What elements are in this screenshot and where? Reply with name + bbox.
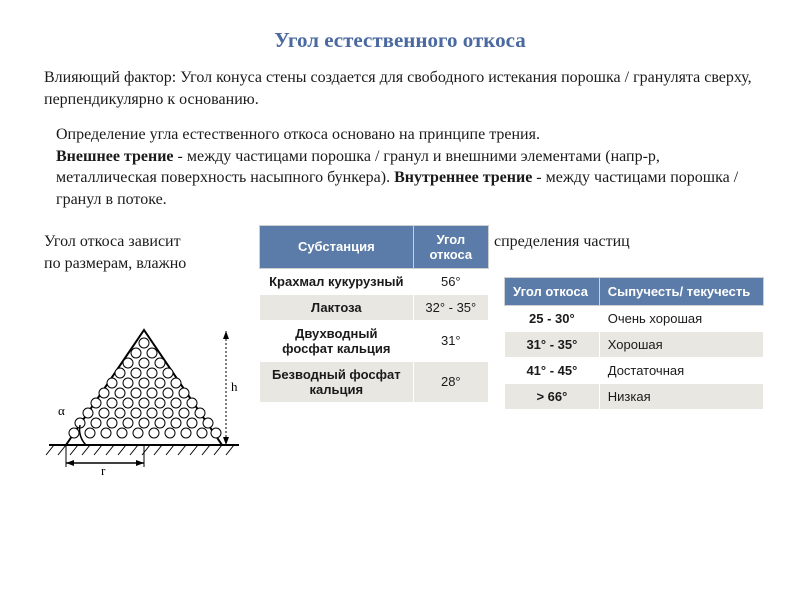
partial-text-line2: по размерам, влажно: [44, 253, 186, 275]
text-int-friction-label: Внутреннее трение: [394, 169, 532, 186]
flow-angle-cell: 31° - 35°: [505, 331, 600, 357]
para-friction: Определение угла естественного откоса ос…: [44, 124, 756, 210]
angle-cell: 32° - 35°: [413, 294, 488, 320]
table-row: 25 - 30°Очень хорошая: [505, 305, 764, 331]
angle-cell: 31°: [413, 320, 488, 361]
flow-header: Сыпучесть/ текучесть: [599, 277, 763, 305]
substance-cell: Двухводный фосфат кальция: [260, 320, 414, 361]
angle-cell: 56°: [413, 268, 488, 294]
table-row: Безводный фосфат кальция28°: [260, 361, 489, 402]
table-row: Двухводный фосфат кальция31°: [260, 320, 489, 361]
substance-cell: Крахмал кукурузный: [260, 268, 414, 294]
flow-angle-cell: 41° - 45°: [505, 357, 600, 383]
h-label: h: [231, 379, 238, 394]
text-friction-intro: Определение угла естественного откоса ос…: [56, 126, 540, 143]
flow-cell: Хорошая: [599, 331, 763, 357]
flow-angle-cell: 25 - 30°: [505, 305, 600, 331]
text-ext-friction-label: Внешнее трение: [56, 148, 174, 165]
table-row: > 66°Низкая: [505, 383, 764, 409]
flow-cell: Очень хорошая: [599, 305, 763, 331]
page-title: Угол естественного откоса: [44, 28, 756, 53]
substance-cell: Безводный фосфат кальция: [260, 361, 414, 402]
lower-region: Угол откоса зависит спределения частиц п…: [44, 225, 756, 485]
substance-cell: Лактоза: [260, 294, 414, 320]
table-row: Крахмал кукурузный56°: [260, 268, 489, 294]
angle-cell: 28°: [413, 361, 488, 402]
alpha-label: α: [58, 403, 65, 418]
flow-angle-cell: > 66°: [505, 383, 600, 409]
flow-cell: Низкая: [599, 383, 763, 409]
table-row: 41° - 45°Достаточная: [505, 357, 764, 383]
flow-table: Угол откоса Сыпучесть/ текучесть 25 - 30…: [504, 277, 764, 410]
substance-header: Субстанция: [260, 225, 414, 268]
table-row: 31° - 35°Хорошая: [505, 331, 764, 357]
table-row: Лактоза32° - 35°: [260, 294, 489, 320]
partial-text-right: спределения частиц: [494, 231, 630, 253]
flow-angle-header: Угол откоса: [505, 277, 600, 305]
partial-text-left: Угол откоса зависит: [44, 231, 181, 253]
r-label: r: [101, 463, 106, 475]
para-factor: Влияющий фактор: Угол конуса стены созда…: [44, 67, 756, 110]
angle-header: Угол откоса: [413, 225, 488, 268]
substance-table: Субстанция Угол откоса Крахмал кукурузны…: [259, 225, 489, 403]
repose-angle-diagram: α h r: [44, 295, 244, 475]
flow-cell: Достаточная: [599, 357, 763, 383]
